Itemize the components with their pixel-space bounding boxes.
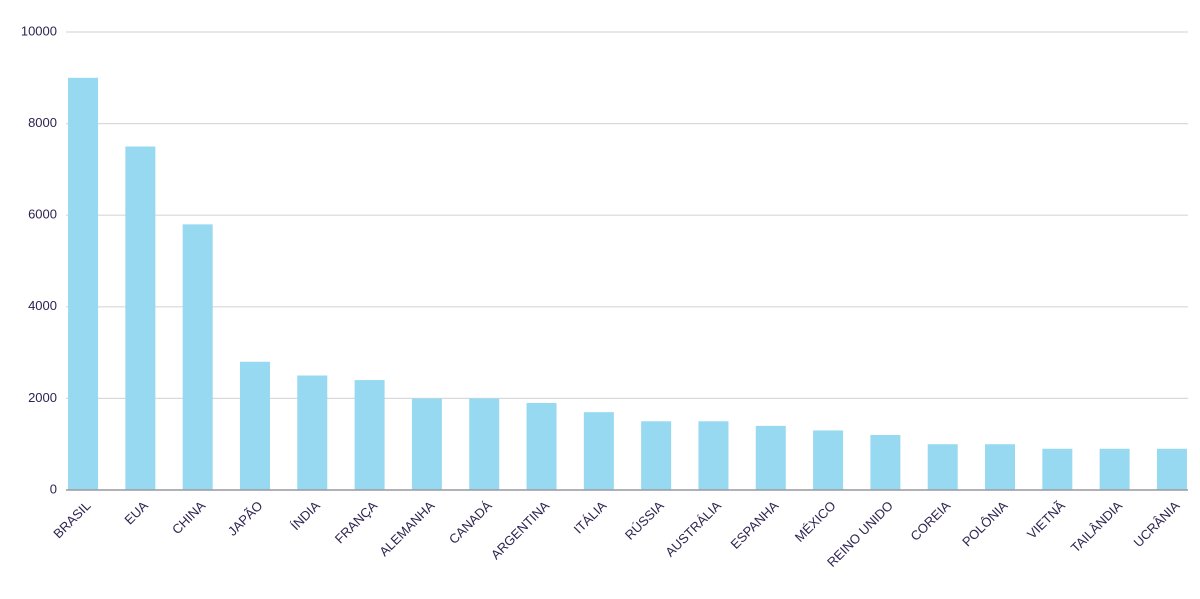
- x-tick-label: ALEMANHA: [376, 498, 437, 559]
- bar: [698, 421, 729, 490]
- y-tick-label: 8000: [28, 115, 57, 130]
- bar: [985, 444, 1016, 490]
- bar: [411, 398, 442, 490]
- x-tick-label: RÚSSIA: [622, 498, 667, 543]
- bar: [125, 146, 156, 490]
- x-tick-label: EUA: [121, 498, 151, 528]
- x-tick-label: POLÔNIA: [959, 498, 1011, 550]
- bar: [239, 361, 270, 490]
- bar: [927, 444, 958, 490]
- y-tick-label: 6000: [28, 207, 57, 222]
- x-tick-label: CANADÁ: [446, 498, 495, 547]
- bar: [526, 402, 557, 490]
- bar: [182, 224, 213, 491]
- bar: [813, 430, 844, 490]
- bar: [297, 375, 328, 490]
- bar: [641, 421, 672, 490]
- x-tick-label: UCRÂNIA: [1131, 498, 1183, 550]
- y-tick-label: 4000: [28, 298, 57, 313]
- bar: [469, 398, 500, 490]
- x-tick-label: MÉXICO: [792, 498, 839, 545]
- x-tick-label: ITÁLIA: [571, 498, 610, 537]
- x-tick-label: TAILÂNDIA: [1068, 498, 1126, 556]
- x-tick-label: CHINA: [169, 498, 208, 537]
- bar: [755, 425, 786, 490]
- x-tick-label: BRASIL: [50, 498, 93, 541]
- x-tick-label: AUSTRÁLIA: [662, 498, 724, 560]
- y-tick-label: 10000: [21, 23, 57, 38]
- bar: [583, 412, 614, 490]
- bar: [1099, 448, 1130, 490]
- y-tick-label: 0: [50, 481, 57, 496]
- x-tick-label: VIETNÃ: [1024, 498, 1068, 542]
- x-tick-label: JAPÃO: [225, 498, 266, 539]
- x-tick-label: FRANÇA: [332, 498, 381, 547]
- bar: [68, 77, 99, 491]
- x-tick-label: COREIA: [907, 498, 953, 544]
- bar: [870, 435, 901, 490]
- y-tick-label: 2000: [28, 390, 57, 405]
- bar: [354, 380, 385, 490]
- x-tick-label: ESPANHA: [727, 498, 781, 552]
- x-tick-label: ARGENTINA: [488, 498, 552, 562]
- bar: [1042, 448, 1073, 490]
- bar: [1156, 448, 1187, 490]
- x-tick-label: ÍNDIA: [288, 498, 323, 533]
